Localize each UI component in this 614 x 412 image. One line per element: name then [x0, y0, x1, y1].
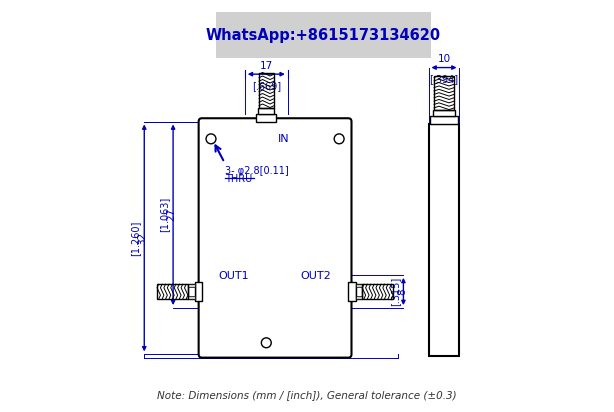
- Text: 27: 27: [166, 208, 176, 221]
- Bar: [356, 283, 362, 299]
- Bar: [257, 114, 276, 122]
- Text: OUT2: OUT2: [301, 271, 332, 281]
- Bar: [259, 73, 274, 108]
- Text: THRU: THRU: [225, 174, 253, 184]
- Bar: [188, 283, 195, 287]
- Bar: [188, 283, 195, 299]
- Bar: [434, 76, 454, 110]
- Text: IN: IN: [278, 134, 290, 144]
- Circle shape: [334, 134, 344, 144]
- Circle shape: [206, 134, 216, 144]
- Text: [.315]: [.315]: [390, 277, 400, 306]
- Bar: [362, 284, 393, 299]
- Bar: [429, 124, 459, 356]
- Bar: [188, 296, 195, 299]
- Text: 32: 32: [137, 231, 147, 245]
- Text: [.669]: [.669]: [252, 82, 281, 91]
- Bar: [356, 296, 362, 299]
- FancyBboxPatch shape: [199, 118, 351, 358]
- Text: [1.063]: [1.063]: [159, 197, 169, 232]
- Text: [1.260]: [1.260]: [130, 220, 140, 255]
- Text: 10: 10: [437, 54, 451, 64]
- Text: 17: 17: [260, 61, 273, 71]
- Text: WhatsApp:+8615173134620: WhatsApp:+8615173134620: [206, 28, 441, 42]
- Bar: [157, 284, 188, 299]
- Bar: [433, 110, 455, 116]
- Circle shape: [262, 338, 271, 348]
- Bar: [430, 116, 458, 124]
- Bar: [195, 281, 202, 301]
- Text: 8: 8: [397, 288, 406, 295]
- Bar: [216, 12, 430, 58]
- Text: 3- φ2.8[0.11]: 3- φ2.8[0.11]: [225, 166, 289, 176]
- Bar: [356, 283, 362, 287]
- Bar: [348, 281, 356, 301]
- Text: Note: Dimensions (mm / [inch]), General tolerance (±0.3): Note: Dimensions (mm / [inch]), General …: [157, 391, 457, 400]
- Text: OUT1: OUT1: [219, 271, 249, 281]
- Bar: [258, 108, 274, 114]
- Text: [.394]: [.394]: [429, 74, 459, 84]
